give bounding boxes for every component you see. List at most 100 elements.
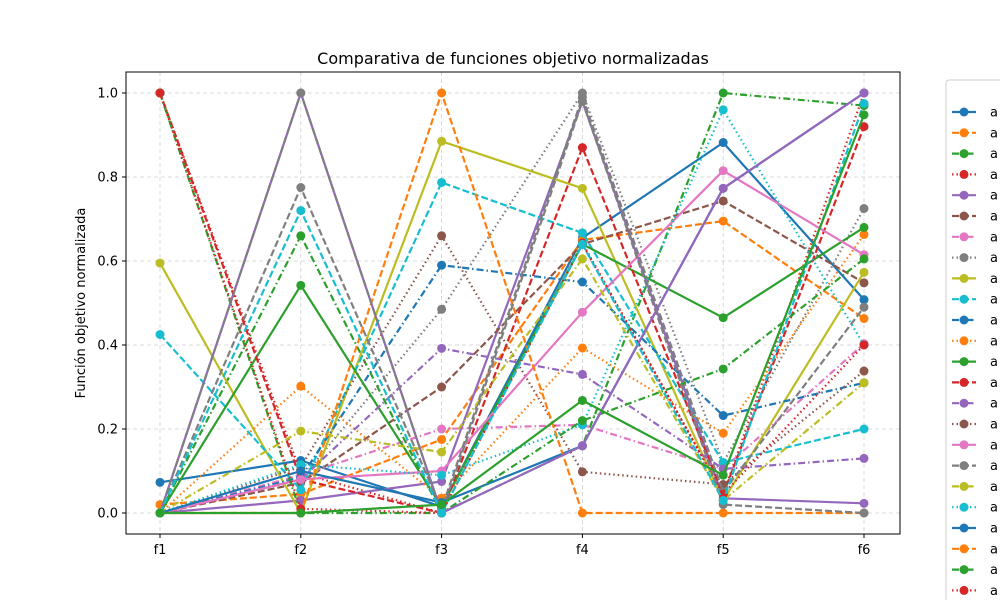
legend-entry: a <box>952 251 998 266</box>
legend-label: a <box>990 459 998 474</box>
data-point <box>577 416 587 426</box>
series-line <box>159 108 865 515</box>
data-point <box>577 508 587 518</box>
data-point <box>437 435 447 444</box>
data-point <box>718 470 728 480</box>
data-point <box>577 143 587 153</box>
legend-entry: a <box>952 584 998 599</box>
data-point <box>859 110 869 120</box>
legend-label: a <box>990 189 998 204</box>
data-point <box>437 177 447 187</box>
data-point <box>718 411 728 421</box>
legend-entry: a <box>952 376 998 391</box>
legend-entry: a <box>952 168 998 183</box>
data-point <box>155 330 165 339</box>
data-point <box>155 508 165 518</box>
legend-entry: a <box>952 501 998 516</box>
data-point <box>859 340 869 350</box>
data-point <box>296 231 306 241</box>
series-line <box>159 234 865 515</box>
legend-label: a <box>990 251 998 266</box>
data-point <box>437 470 447 480</box>
legend-entry: a <box>952 542 998 557</box>
data-point <box>718 508 728 518</box>
data-point <box>296 183 306 192</box>
legend-box <box>945 79 1000 600</box>
legend-marker <box>959 419 969 429</box>
data-point <box>718 105 728 115</box>
series-line <box>159 103 866 515</box>
legend-entry: a <box>952 147 998 162</box>
data-point <box>859 424 869 434</box>
legend-label: a <box>990 376 998 391</box>
data-point <box>859 204 869 213</box>
plot-frame <box>125 71 901 535</box>
data-point <box>296 381 306 391</box>
legend-entry: a <box>952 314 998 329</box>
x-tick-label: f3 <box>435 543 448 558</box>
data-point <box>718 88 728 98</box>
legend-entry: a <box>952 418 998 433</box>
data-point <box>577 228 587 238</box>
legend-entry: a <box>952 522 998 537</box>
legend-label: a <box>990 106 998 121</box>
series-line <box>158 92 865 515</box>
series-lines <box>155 88 869 518</box>
series-line <box>158 92 866 515</box>
data-point <box>296 474 306 484</box>
series-line <box>159 342 865 515</box>
data-point <box>718 183 728 193</box>
data-point <box>859 88 869 98</box>
legend-label: a <box>990 542 998 557</box>
legend-marker <box>959 461 969 471</box>
data-point <box>155 258 165 268</box>
y-axis: 0.0 0.2 0.4 0.6 0.8 1.0 <box>97 87 126 522</box>
legend-entry: a <box>952 355 998 370</box>
series-13 <box>155 222 869 518</box>
data-point <box>577 239 587 249</box>
series-line <box>160 114 866 515</box>
y-tick-label: 0.8 <box>97 171 118 186</box>
data-point <box>437 88 447 98</box>
series-line <box>159 100 865 515</box>
data-point <box>296 485 306 495</box>
y-tick-label: 1.0 <box>97 87 118 102</box>
legend-marker <box>959 523 969 533</box>
data-point <box>718 313 728 323</box>
x-axis: f1 f2 f3 f4 f5 f6 <box>154 534 871 558</box>
x-tick-label: f6 <box>858 543 871 558</box>
legend-marker <box>959 398 969 408</box>
data-point <box>859 508 869 518</box>
legend-entry: a <box>952 459 998 474</box>
data-point <box>859 99 869 108</box>
data-point <box>437 260 447 270</box>
legend-marker <box>959 128 969 138</box>
series-line <box>159 264 865 515</box>
legend-label: a <box>990 501 998 516</box>
series-line <box>158 92 865 515</box>
data-point <box>577 343 587 353</box>
data-point <box>155 477 165 487</box>
data-point <box>577 369 587 379</box>
data-point <box>296 88 306 98</box>
chart-title: Comparativa de funciones objetivo normal… <box>317 49 709 68</box>
data-point <box>859 278 869 288</box>
data-point <box>577 277 587 287</box>
legend-label: a <box>990 272 998 287</box>
data-point <box>296 426 306 436</box>
x-tick-label: f5 <box>717 543 730 558</box>
legend-entry: a <box>952 480 998 495</box>
legend-entry: a <box>952 210 998 225</box>
data-point <box>718 138 728 148</box>
series-line <box>159 140 865 515</box>
legend-marker <box>959 232 969 242</box>
data-point <box>577 307 587 317</box>
series-line <box>159 233 865 514</box>
data-point <box>718 364 728 374</box>
data-point <box>437 382 447 392</box>
data-point <box>296 508 306 518</box>
data-point <box>859 378 869 388</box>
series-line <box>159 169 865 515</box>
data-point <box>296 206 306 216</box>
